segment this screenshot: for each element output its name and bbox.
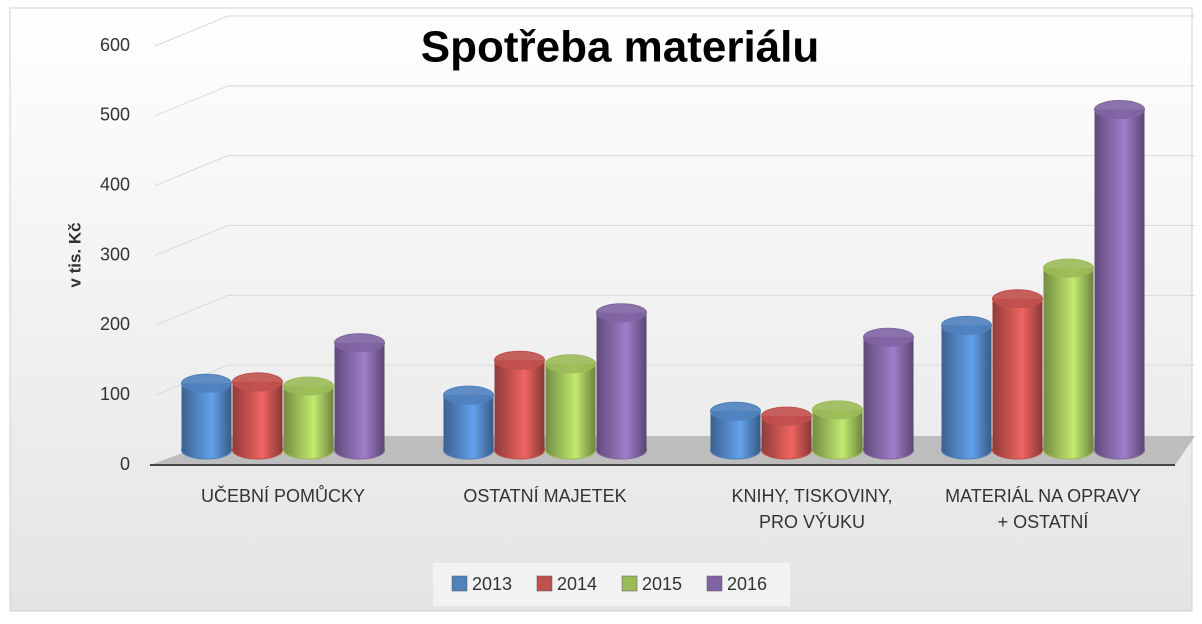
cylinder: [863, 337, 914, 450]
cylinder-top: [1094, 100, 1145, 120]
cylinder: [283, 386, 334, 450]
y-tick-label: 300: [100, 244, 130, 264]
y-tick-label: 0: [120, 454, 130, 474]
y-tick-label: 400: [100, 174, 130, 194]
cylinder: [494, 360, 545, 450]
cylinder-top: [710, 401, 761, 421]
cylinder-top: [812, 400, 863, 420]
grid-line: [154, 294, 1195, 326]
cylinder: [941, 325, 992, 450]
cylinder: [545, 363, 596, 450]
grid-line: [154, 225, 1195, 256]
cylinder-top: [941, 315, 992, 335]
grid-line: [154, 85, 1195, 117]
grid-line: [154, 155, 1195, 187]
legend-label: 2013: [472, 574, 512, 594]
y-axis-label: v tis. Kč: [65, 222, 84, 287]
y-tick-label: 600: [100, 35, 130, 55]
legend-label: 2015: [642, 574, 682, 594]
cylinder-top: [545, 354, 596, 374]
y-tick-label: 500: [100, 105, 130, 125]
floor: [150, 436, 1195, 465]
x-tick-label: UČEBNÍ POMŮCKY: [201, 485, 365, 506]
x-tick-label: OSTATNÍ MAJETEK: [463, 486, 626, 506]
y-tick-label: 100: [100, 384, 130, 404]
legend-swatch: [621, 575, 638, 592]
cylinder-top: [1043, 258, 1094, 278]
cylinder-top: [863, 327, 914, 347]
cylinder-top: [761, 406, 812, 426]
cylinder: [992, 298, 1043, 450]
cylinder-top: [283, 376, 334, 396]
cylinder-top: [443, 385, 494, 405]
legend-swatch: [451, 575, 468, 592]
legend-swatch: [706, 575, 723, 592]
cylinder: [334, 342, 385, 450]
x-tick-label: MATERIÁL NA OPRAVY + OSTATNÍ: [945, 486, 1141, 532]
cylinder: [596, 312, 647, 450]
chart-title: Spotřeba materiálu: [421, 23, 820, 72]
cylinder-top: [181, 373, 232, 393]
y-tick-label: 200: [100, 314, 130, 334]
legend-box: [433, 563, 790, 606]
cylinder-top: [232, 372, 283, 392]
cylinder: [181, 383, 232, 450]
legend-label: 2014: [557, 574, 597, 594]
grid-line: [154, 15, 1195, 47]
cylinder-top: [596, 303, 647, 323]
legend-swatch: [536, 575, 553, 592]
cylinder: [1094, 109, 1145, 450]
x-tick-label: KNIHY, TISKOVINY, PRO VÝUKU: [731, 486, 892, 532]
cylinder-top: [494, 350, 545, 370]
cylinder: [1043, 268, 1094, 450]
cylinder: [232, 381, 283, 450]
legend-label: 2016: [727, 574, 767, 594]
cylinder-top: [334, 333, 385, 353]
cylinder-top: [992, 289, 1043, 309]
